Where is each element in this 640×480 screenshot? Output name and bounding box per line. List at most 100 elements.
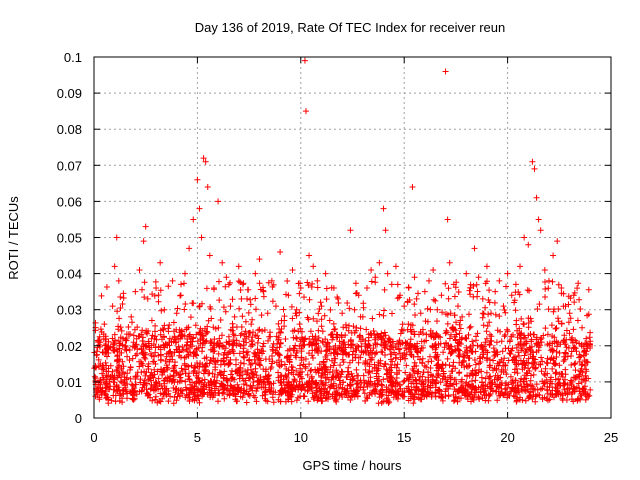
data-point <box>161 306 168 313</box>
data-point <box>140 238 147 245</box>
data-point <box>200 155 207 162</box>
data-point <box>256 256 263 263</box>
data-point <box>434 306 441 313</box>
data-point <box>363 285 370 292</box>
data-point <box>459 313 466 320</box>
data-point <box>368 266 375 273</box>
data-point <box>508 292 515 299</box>
data-point <box>521 234 528 241</box>
data-point <box>101 321 108 328</box>
data-point <box>260 288 267 295</box>
data-point <box>281 317 288 324</box>
data-point <box>537 227 544 234</box>
data-point <box>113 234 120 241</box>
data-point <box>541 266 548 273</box>
data-point <box>272 303 279 310</box>
y-tick-label: 0.03 <box>57 303 82 318</box>
data-point <box>479 295 486 302</box>
x-tick-labels: 0 5 10 15 20 25 <box>90 430 618 445</box>
data-point <box>483 263 490 270</box>
data-point <box>297 285 304 292</box>
data-point <box>153 285 160 292</box>
dense-data-band <box>91 278 594 407</box>
data-point <box>347 227 354 234</box>
data-point <box>467 285 474 292</box>
data-point <box>177 292 184 299</box>
data-point <box>198 234 205 241</box>
data-point <box>446 259 453 266</box>
data-point <box>318 303 325 310</box>
axis-ticks <box>93 56 612 419</box>
data-point <box>444 216 451 223</box>
data-point <box>206 252 213 259</box>
data-point <box>223 274 230 281</box>
y-tick-label: 0.02 <box>57 339 82 354</box>
data-point <box>545 277 552 284</box>
data-point <box>268 277 275 284</box>
data-point <box>326 317 333 324</box>
data-point <box>227 303 234 310</box>
data-point <box>132 288 139 295</box>
data-point <box>239 281 246 288</box>
x-tick-label: 25 <box>604 430 618 445</box>
data-point <box>186 245 193 252</box>
data-point <box>173 310 180 317</box>
data-point <box>136 266 143 273</box>
data-point <box>384 270 391 277</box>
data-point <box>583 335 590 342</box>
x-tick-label: 5 <box>194 430 201 445</box>
data-point <box>109 303 116 310</box>
data-point <box>235 263 242 270</box>
data-point <box>115 277 122 284</box>
data-point <box>496 277 503 284</box>
data-point <box>450 281 457 288</box>
y-tick-label: 0.05 <box>57 231 82 246</box>
data-point <box>157 259 164 266</box>
y-tick-label: 0.01 <box>57 375 82 390</box>
data-point <box>293 306 300 313</box>
data-point <box>392 263 399 270</box>
data-point <box>570 292 577 299</box>
data-point <box>442 68 449 75</box>
y-tick-label: 0.04 <box>57 267 82 282</box>
data-point <box>169 277 176 284</box>
data-point <box>202 158 209 165</box>
data-point <box>343 324 350 331</box>
data-point <box>475 274 482 281</box>
y-axis-label: ROTI / TECUs <box>6 196 21 280</box>
data-point <box>355 292 362 299</box>
data-point <box>417 310 424 317</box>
data-point <box>562 303 569 310</box>
data-point <box>529 158 536 165</box>
data-point <box>566 310 573 317</box>
chart-title: Day 136 of 2019, Rate Of TEC Index for r… <box>195 20 505 35</box>
data-point <box>438 292 445 299</box>
data-point <box>376 259 383 266</box>
data-point <box>463 270 470 277</box>
x-tick-label: 0 <box>90 430 97 445</box>
data-point <box>231 313 238 320</box>
y-tick-label: 0.07 <box>57 158 82 173</box>
data-point <box>219 259 226 266</box>
x-axis-label: GPS time / hours <box>303 458 402 473</box>
data-point <box>382 227 389 234</box>
data-point <box>372 274 379 281</box>
data-point <box>142 223 149 230</box>
data-point <box>144 295 151 302</box>
data-point <box>128 313 135 320</box>
data-point <box>533 194 540 201</box>
data-point <box>351 306 358 313</box>
x-tick-label: 15 <box>397 430 411 445</box>
data-point <box>215 198 222 205</box>
y-tick-label: 0.09 <box>57 86 82 101</box>
data-point <box>531 165 538 172</box>
x-tick-label: 10 <box>294 430 308 445</box>
data-point <box>471 245 478 252</box>
data-point <box>430 266 437 273</box>
data-point <box>165 328 172 335</box>
data-point <box>196 205 203 212</box>
data-point <box>264 310 271 317</box>
data-point <box>210 285 217 292</box>
data-point <box>512 281 519 288</box>
